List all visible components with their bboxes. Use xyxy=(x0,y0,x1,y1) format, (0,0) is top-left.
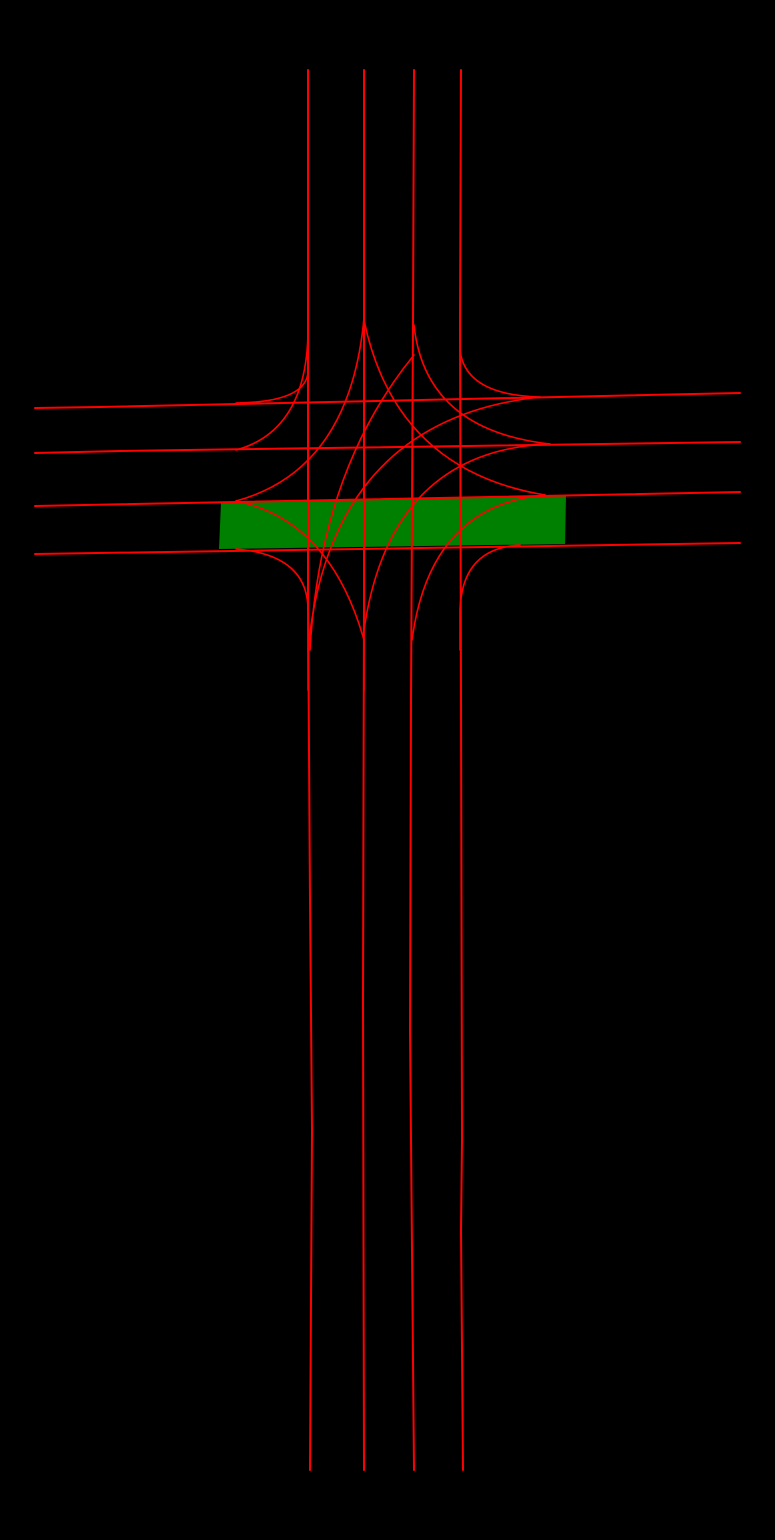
turn-curve xyxy=(307,396,541,651)
turn-curve xyxy=(235,317,365,502)
turn-curve xyxy=(235,317,309,404)
vertical-lane-line-4 xyxy=(458,69,464,1471)
turn-curve xyxy=(363,443,551,631)
turn-curve xyxy=(235,548,309,691)
turn-curve xyxy=(235,321,309,451)
horizontal-lane-line-1 xyxy=(34,392,741,409)
turn-curve xyxy=(411,494,546,641)
vertical-lane-lines xyxy=(307,69,464,1471)
horizontal-lane-line-4 xyxy=(34,542,741,555)
turn-curve xyxy=(235,500,365,691)
vertical-lane-line-2 xyxy=(361,69,365,1471)
turn-curve xyxy=(459,319,541,398)
vertical-lane-line-1 xyxy=(307,69,314,1471)
horizontal-lane-line-3 xyxy=(34,491,741,507)
highlighted-crosswalk-zone xyxy=(219,495,566,549)
turn-curve xyxy=(459,544,521,651)
turn-curve xyxy=(363,319,546,496)
turn-connector-curves xyxy=(235,317,551,691)
vertical-lane-line-3 xyxy=(408,69,415,1471)
turn-curve xyxy=(413,324,551,445)
